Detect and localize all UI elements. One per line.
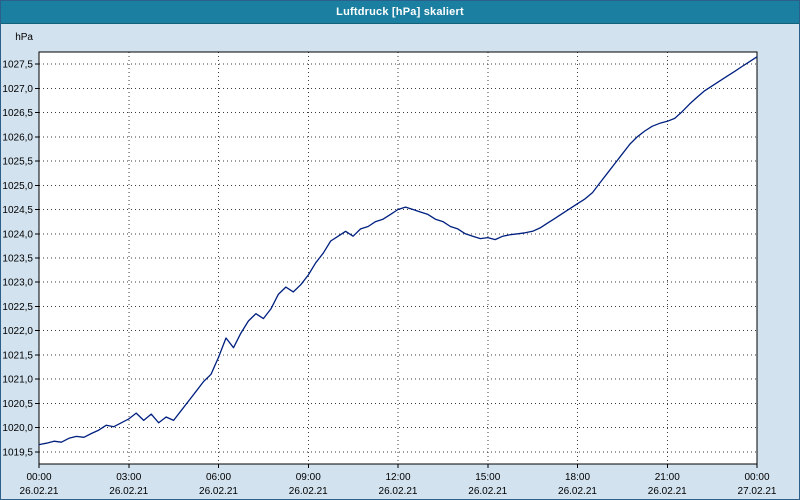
x-axis-date-label: 26.02.21 bbox=[289, 486, 328, 497]
y-axis-tick-label: 1021,5 bbox=[2, 350, 33, 361]
x-axis-date-label: 26.02.21 bbox=[558, 486, 597, 497]
plot-border bbox=[38, 51, 758, 465]
x-axis-date-label: 26.02.21 bbox=[648, 486, 687, 497]
y-axis-tick-label: 1021,0 bbox=[2, 375, 33, 386]
y-axis-tick-label: 1023,5 bbox=[2, 254, 33, 265]
x-axis-date-label: 27.02.21 bbox=[738, 486, 777, 497]
y-axis-tick-label: 1026,0 bbox=[2, 132, 33, 143]
y-axis-tick-label: 1025,5 bbox=[2, 157, 33, 168]
titlebar: Luftdruck [hPa] skaliert bbox=[1, 1, 799, 24]
x-axis-time-label: 18:00 bbox=[565, 472, 590, 483]
y-axis-tick-label: 1020,5 bbox=[2, 399, 33, 410]
pressure-line bbox=[38, 56, 758, 446]
y-axis-tick-label: 1025,0 bbox=[2, 181, 33, 192]
x-axis-time-label: 00:00 bbox=[26, 472, 51, 483]
y-axis-tick-label: 1024,0 bbox=[2, 229, 33, 240]
chart-area: 1019,5 1020,0 1020,5 1021,0 1021,5 1022,0 1022… bbox=[1, 24, 799, 499]
x-axis-date-label: 26.02.21 bbox=[468, 486, 507, 497]
x-axis-time-label: 00:00 bbox=[744, 472, 769, 483]
y-axis-tick-label: 1027,0 bbox=[2, 84, 33, 95]
y-axis-unit-label: hPa bbox=[15, 32, 33, 43]
x-axis-time-label: 12:00 bbox=[385, 472, 410, 483]
x-axis-date-label: 26.02.21 bbox=[379, 486, 418, 497]
y-axis-tick-label: 1022,5 bbox=[2, 302, 33, 313]
x-axis-time-label: 06:00 bbox=[206, 472, 231, 483]
x-axis-time-label: 21:00 bbox=[655, 472, 680, 483]
chart-title: Luftdruck [hPa] skaliert bbox=[336, 6, 464, 18]
x-axis-date-label: 26.02.21 bbox=[199, 486, 238, 497]
x-axis-time-label: 09:00 bbox=[296, 472, 321, 483]
y-axis-tick-label: 1020,0 bbox=[2, 423, 33, 434]
y-axis-tick-label: 1023,0 bbox=[2, 278, 33, 289]
x-axis-date-label: 26.02.21 bbox=[20, 486, 59, 497]
y-axis-tick-label: 1022,0 bbox=[2, 326, 33, 337]
plot-background bbox=[39, 52, 757, 464]
x-axis-time-label: 15:00 bbox=[475, 472, 500, 483]
x-axis-date-label: 26.02.21 bbox=[109, 486, 148, 497]
pressure-chart: 1019,5 1020,0 1020,5 1021,0 1021,5 1022,0 1022… bbox=[2, 32, 777, 497]
y-axis-tick-label: 1019,5 bbox=[2, 447, 33, 458]
x-axis-time-label: 03:00 bbox=[116, 472, 141, 483]
y-axis-tick-label: 1024,5 bbox=[2, 205, 33, 216]
y-axis-tick-label: 1026,5 bbox=[2, 108, 33, 119]
y-axis-tick-label: 1027,5 bbox=[2, 60, 33, 71]
